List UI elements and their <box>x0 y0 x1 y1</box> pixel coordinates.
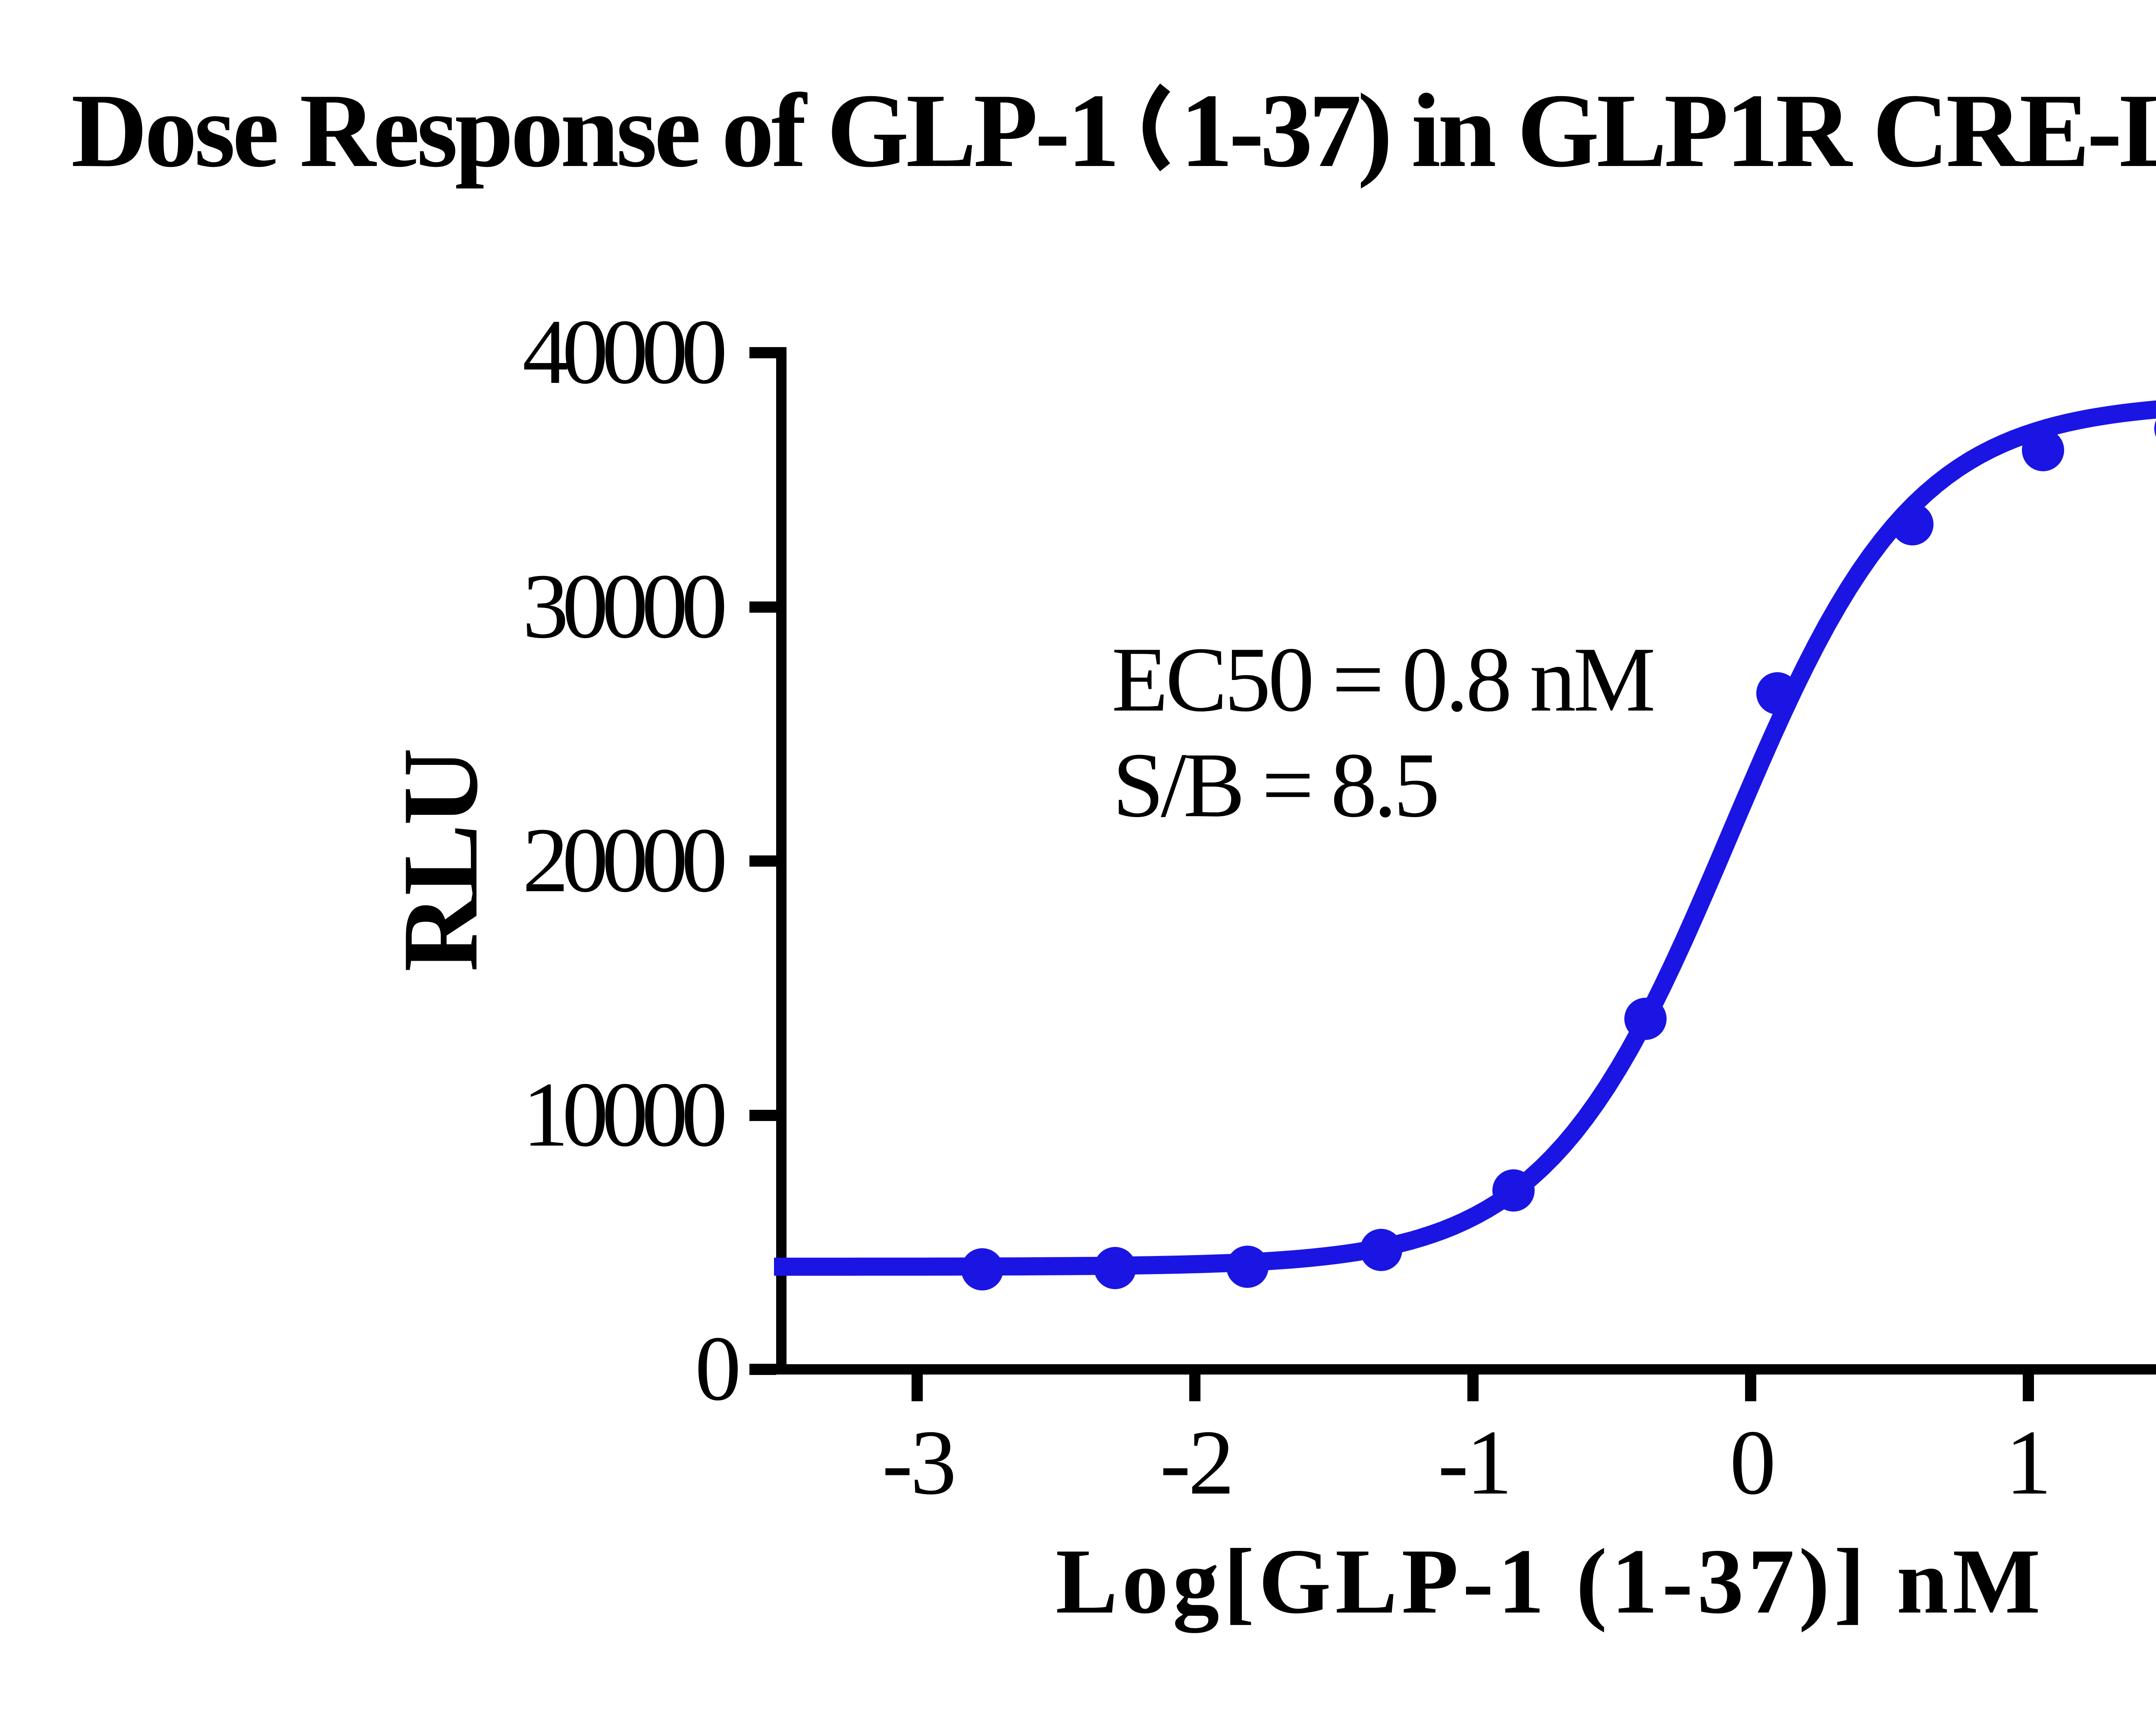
svg-text:0: 0 <box>1730 1411 1776 1514</box>
svg-text:10000: 10000 <box>522 1063 724 1166</box>
svg-text:in GLP1R CRE-Luc BHK: in GLP1R CRE-Luc BHK <box>1411 72 2156 189</box>
svg-text:-2: -2 <box>1160 1411 1232 1514</box>
svg-text:EC50 = 0.8 nM: EC50 = 0.8 nM <box>1112 628 1653 731</box>
svg-text:40000: 40000 <box>522 300 724 403</box>
svg-text:-3: -3 <box>882 1411 954 1514</box>
svg-text:1-37): 1-37) <box>1180 72 1388 189</box>
svg-text:RLU: RLU <box>381 749 500 972</box>
svg-text:30000: 30000 <box>522 554 724 658</box>
svg-text:20000: 20000 <box>522 808 724 911</box>
svg-text:Dose Response of GLP-1: Dose Response of GLP-1 <box>71 72 1117 189</box>
svg-text:-1: -1 <box>1438 1411 1510 1514</box>
svg-text:1: 1 <box>2006 1411 2052 1514</box>
svg-text:S/B = 8.5: S/B = 8.5 <box>1112 733 1437 836</box>
svg-text:0: 0 <box>695 1317 742 1420</box>
svg-text:Log[GLP-1 (1-37)] nM: Log[GLP-1 (1-37)] nM <box>1056 1530 2045 1633</box>
